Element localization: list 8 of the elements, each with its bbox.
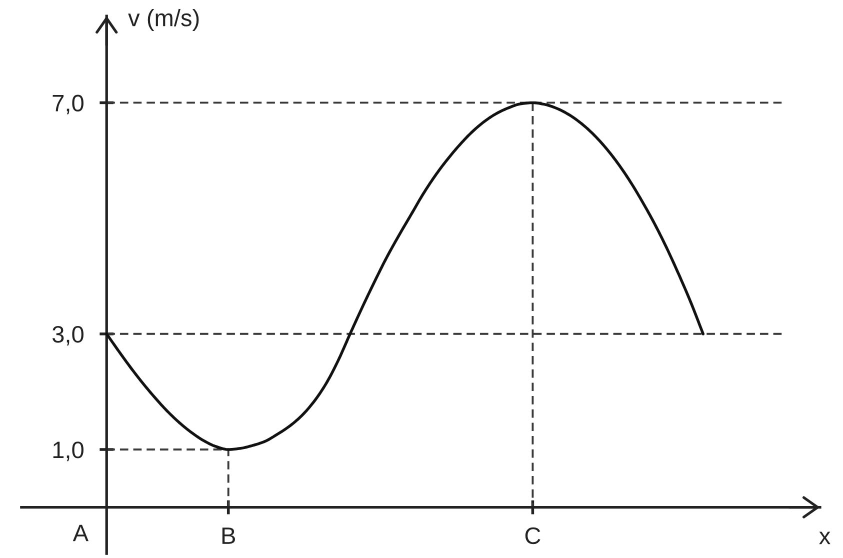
y-tick-label: 3,0 [52, 326, 84, 346]
y-axis-title: v (m/s) [128, 8, 199, 31]
text: A [72, 524, 89, 542]
x-axis-title: x [819, 532, 830, 544]
x-tick-label: C [525, 527, 540, 544]
y-tick-label: 7,0 [52, 94, 84, 114]
x-tick-label: B [222, 528, 235, 544]
y-tick-label: 1,0 [53, 442, 84, 462]
